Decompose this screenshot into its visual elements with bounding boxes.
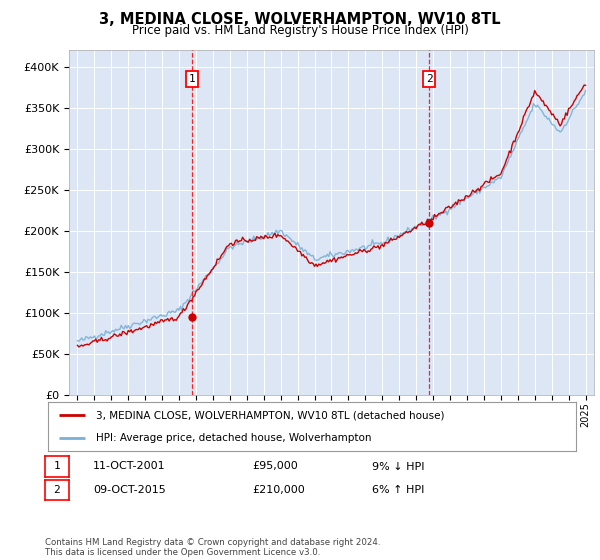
Text: 2: 2 [426, 74, 433, 84]
Text: HPI: Average price, detached house, Wolverhampton: HPI: Average price, detached house, Wolv… [95, 433, 371, 444]
Text: 1: 1 [189, 74, 196, 84]
Text: 1: 1 [53, 461, 61, 472]
Text: Price paid vs. HM Land Registry's House Price Index (HPI): Price paid vs. HM Land Registry's House … [131, 24, 469, 36]
Text: 9% ↓ HPI: 9% ↓ HPI [372, 461, 425, 472]
Text: £210,000: £210,000 [252, 485, 305, 495]
Text: 11-OCT-2001: 11-OCT-2001 [93, 461, 166, 472]
Text: 2: 2 [53, 485, 61, 495]
Text: 6% ↑ HPI: 6% ↑ HPI [372, 485, 424, 495]
Text: £95,000: £95,000 [252, 461, 298, 472]
Text: 09-OCT-2015: 09-OCT-2015 [93, 485, 166, 495]
Text: 3, MEDINA CLOSE, WOLVERHAMPTON, WV10 8TL: 3, MEDINA CLOSE, WOLVERHAMPTON, WV10 8TL [99, 12, 501, 27]
Text: Contains HM Land Registry data © Crown copyright and database right 2024.
This d: Contains HM Land Registry data © Crown c… [45, 538, 380, 557]
Text: 3, MEDINA CLOSE, WOLVERHAMPTON, WV10 8TL (detached house): 3, MEDINA CLOSE, WOLVERHAMPTON, WV10 8TL… [95, 410, 444, 421]
